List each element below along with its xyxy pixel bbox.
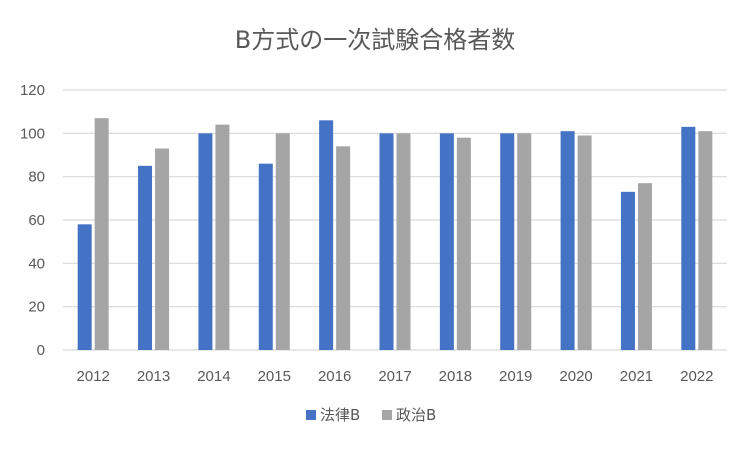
bar-houritsu-2017 — [379, 133, 394, 350]
bar-houritsu-2018 — [439, 133, 454, 350]
bar-seiji-2017 — [396, 133, 411, 350]
bar-houritsu-2020 — [560, 131, 575, 350]
legend-swatch — [382, 410, 392, 420]
bar-houritsu-2022 — [681, 126, 696, 350]
bar-houritsu-2016 — [319, 120, 334, 350]
y-tick-label: 100 — [20, 125, 45, 142]
x-tick-label: 2017 — [378, 368, 411, 385]
legend-label: 法律B — [320, 406, 360, 424]
x-tick-label: 2018 — [439, 368, 472, 385]
y-tick-label: 80 — [28, 169, 45, 186]
x-tick-label: 2020 — [559, 368, 592, 385]
x-tick-label: 2019 — [499, 368, 532, 385]
x-tick-label: 2015 — [258, 368, 291, 385]
x-tick-label: 2016 — [318, 368, 351, 385]
bar-houritsu-2021 — [620, 191, 635, 350]
bar-seiji-2020 — [577, 135, 592, 350]
x-tick-label: 2012 — [76, 368, 109, 385]
x-tick-label: 2014 — [197, 368, 230, 385]
legend-swatch — [306, 410, 316, 420]
bar-seiji-2016 — [336, 146, 351, 350]
x-tick-label: 2022 — [680, 368, 713, 385]
bar-seiji-2018 — [456, 137, 471, 350]
chart-title: B方式の一次試験合格者数 — [235, 26, 515, 54]
bar-houritsu-2019 — [500, 133, 515, 350]
y-tick-label: 0 — [37, 342, 45, 359]
bar-houritsu-2012 — [77, 224, 92, 350]
bar-houritsu-2015 — [258, 163, 273, 350]
y-tick-label: 60 — [28, 212, 45, 229]
x-tick-label: 2013 — [137, 368, 170, 385]
legend-label: 政治B — [396, 406, 436, 424]
y-tick-label: 120 — [20, 82, 45, 99]
x-tick-label: 2021 — [620, 368, 653, 385]
bar-seiji-2022 — [698, 131, 713, 350]
y-tick-label: 40 — [28, 255, 45, 272]
bar-seiji-2021 — [637, 183, 652, 350]
bar-seiji-2013 — [155, 148, 170, 350]
bar-seiji-2012 — [94, 118, 109, 351]
bar-houritsu-2013 — [138, 165, 153, 350]
bar-houritsu-2014 — [198, 133, 213, 350]
bar-seiji-2019 — [517, 133, 532, 350]
y-tick-label: 20 — [28, 299, 45, 316]
bar-seiji-2015 — [275, 133, 290, 350]
bar-seiji-2014 — [215, 124, 230, 351]
